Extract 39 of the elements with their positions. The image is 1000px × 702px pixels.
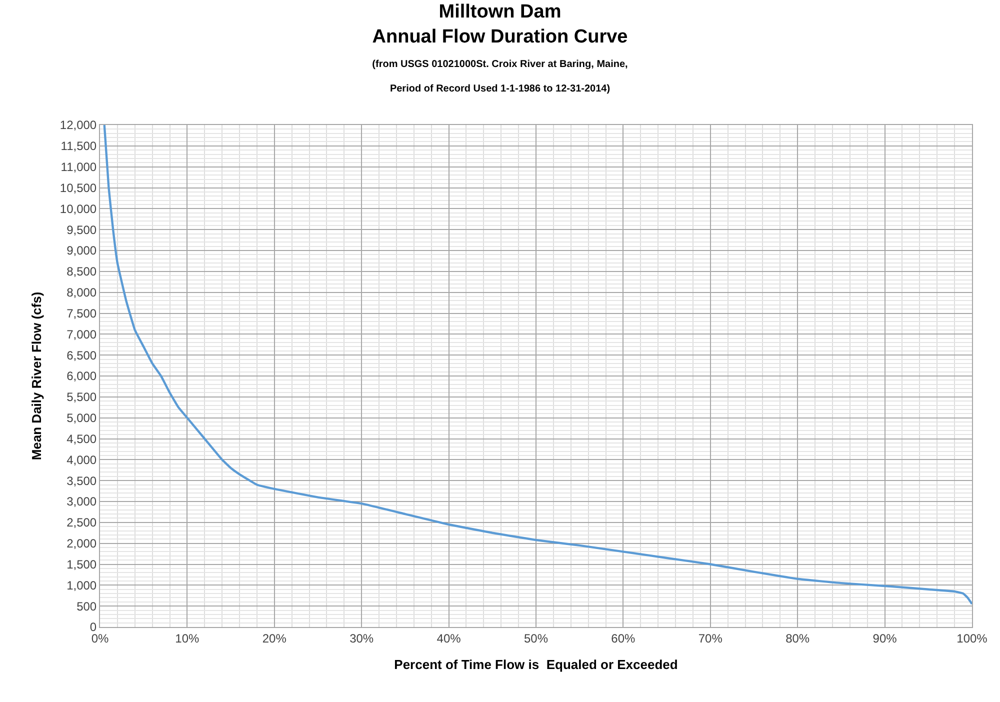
x-tick-label: 70% <box>698 631 723 646</box>
y-tick-label: 3,000 <box>66 494 97 509</box>
y-tick-label: 2,500 <box>66 516 97 530</box>
y-tick-label: 12,000 <box>60 118 97 132</box>
y-tick-label: 3,500 <box>66 474 97 488</box>
x-axis-title: Percent of Time Flow is Equaled or Exceeded <box>394 657 678 672</box>
x-tick-label: 80% <box>786 631 810 646</box>
y-tick-label: 2,000 <box>66 536 97 551</box>
y-tick-label: 4,500 <box>66 432 97 446</box>
x-tick-label: 30% <box>350 631 374 646</box>
line-series <box>103 125 972 606</box>
text: (from USGS 01021000St. Croix River at Baring, Maine, Period of Record Used 1-1-1986 to 12-31-2014) <box>372 58 628 95</box>
x-tick-label: 10% <box>175 631 200 646</box>
x-tick-label: 60% <box>611 631 636 646</box>
y-tick-label: 10,500 <box>60 180 97 195</box>
chart-title: Milltown Dam Annual Flow Duration Curve <box>372 2 628 48</box>
y-tick-label: 6,000 <box>66 369 97 384</box>
y-tick-label: 5,000 <box>66 411 97 426</box>
y-tick-label: 9,000 <box>66 244 97 258</box>
y-tick-label: 8,000 <box>66 286 97 300</box>
y-tick-label: 11,500 <box>60 139 97 154</box>
x-tick-label: 90% <box>872 631 898 646</box>
y-tick-label: 6,500 <box>66 348 97 362</box>
x-tick-label: 100% <box>956 631 988 646</box>
y-tick-label: 1,500 <box>66 557 97 572</box>
y-tick-label: 500 <box>76 599 97 614</box>
y-tick-label: 8,500 <box>66 264 97 279</box>
x-tick-label: 20% <box>262 631 287 646</box>
y-tick-label: 7,500 <box>66 306 97 320</box>
x-tick-label: 40% <box>436 631 462 646</box>
y-tick-label: 10,000 <box>60 202 97 216</box>
y-tick-label: 11,000 <box>60 160 97 174</box>
y-tick-label: 4,000 <box>66 452 97 467</box>
y-tick-label: 9,500 <box>66 222 97 237</box>
y-axis-title: Mean Daily River Flow (cfs) <box>28 292 44 460</box>
y-tick-label: 1,000 <box>66 578 97 592</box>
y-tick-label: 7,000 <box>66 327 97 342</box>
x-tick-label: 50% <box>524 631 548 646</box>
y-tick-label: 5,500 <box>66 390 97 404</box>
